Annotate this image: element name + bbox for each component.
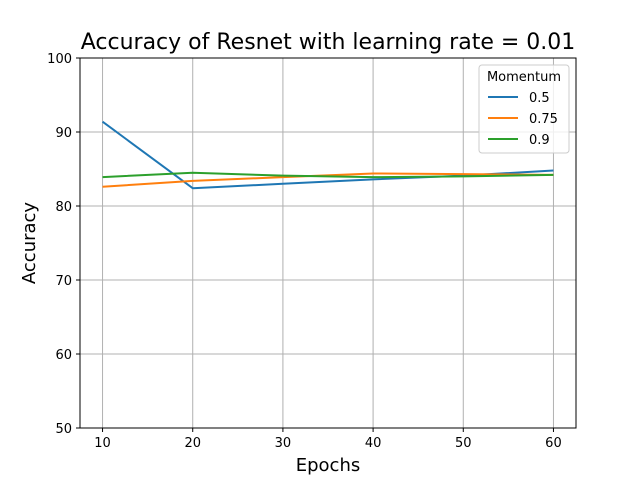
y-tick-label: 60 [55,348,72,363]
x-axis-label: Epochs [296,455,361,476]
chart-title: Accuracy of Resnet with learning rate = … [81,30,576,55]
x-axis-ticks: 10 20 30 40 50 60 [94,428,562,451]
legend-box [478,64,570,154]
y-tick-label: 80 [55,200,72,215]
legend-label-0.9: 0.9 [529,133,550,148]
x-tick-label: 50 [455,436,472,451]
y-tick-label: 90 [55,126,72,141]
legend: Momentum 0.5 0.75 0.9 [478,64,570,154]
y-tick-label: 100 [47,52,72,67]
legend-title: Momentum [487,70,561,85]
legend-label-0.5: 0.5 [529,91,550,106]
series-line-0.75 [102,172,554,188]
x-tick-label: 30 [275,436,292,451]
y-tick-label: 50 [55,422,72,437]
x-tick-label: 20 [184,436,201,451]
plot-area-frame [79,57,577,429]
series-lines [101,120,554,190]
x-tick-label: 60 [545,436,562,451]
x-tick-label: 10 [94,436,111,451]
y-axis-label: Accuracy [19,202,40,285]
legend-label-0.75: 0.75 [529,112,558,127]
y-axis-ticks: 50 60 70 80 90 100 [47,52,80,437]
y-tick-label: 70 [55,274,72,289]
series-line-0.9 [102,171,554,179]
x-tick-label: 40 [365,436,382,451]
